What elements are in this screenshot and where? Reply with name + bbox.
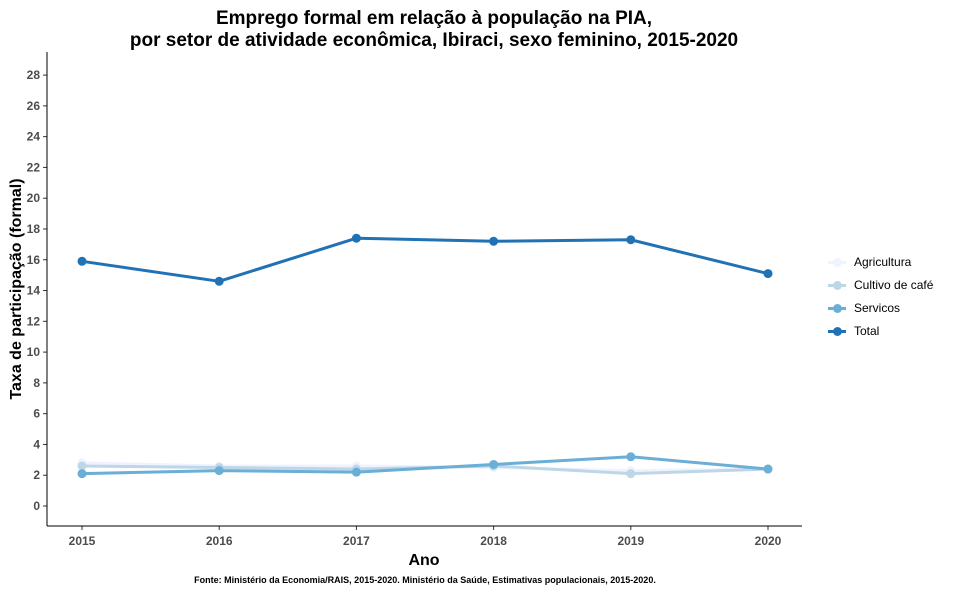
y-tick-label: 2 — [33, 468, 40, 482]
x-tick-label: 2018 — [480, 534, 507, 548]
data-point — [77, 256, 87, 266]
x-tick-label: 2019 — [617, 534, 644, 548]
series-layer — [77, 233, 773, 479]
y-tick-label: 16 — [27, 253, 41, 267]
series-line — [81, 236, 769, 283]
data-point — [489, 459, 499, 469]
source-caption: Fonte: Ministério da Economia/RAIS, 2015… — [194, 575, 656, 585]
legend-key — [826, 277, 848, 293]
series-total — [77, 233, 773, 286]
data-point — [489, 236, 499, 246]
legend-item: Cultivo de café — [826, 273, 933, 296]
x-tick-label: 2016 — [206, 534, 233, 548]
legend-item: Agricultura — [826, 250, 933, 273]
data-point — [77, 461, 87, 471]
legend-item: Servicos — [826, 296, 933, 319]
data-point — [626, 235, 636, 245]
data-point — [626, 452, 636, 462]
data-point — [214, 466, 224, 476]
y-tick-label: 14 — [27, 284, 41, 298]
series-line — [81, 455, 769, 476]
legend-key — [826, 254, 848, 270]
data-point — [351, 467, 361, 477]
legend-key — [826, 323, 848, 339]
legend-item: Total — [826, 319, 933, 342]
y-tick-label: 28 — [27, 68, 41, 82]
data-point — [626, 469, 636, 479]
legend-label: Cultivo de café — [854, 277, 934, 292]
legend: Agricultura Cultivo de café Servicos Total — [826, 250, 933, 342]
data-point — [77, 469, 87, 479]
x-axis-ticks: 2015 2016 2017 2018 2019 2020 — [69, 526, 782, 548]
y-tick-label: 22 — [27, 160, 41, 174]
y-tick-label: 26 — [27, 99, 41, 113]
y-tick-label: 10 — [27, 345, 41, 359]
x-axis-label: Ano — [408, 552, 439, 569]
y-tick-label: 8 — [33, 376, 40, 390]
y-tick-label: 4 — [33, 437, 40, 451]
legend-key — [826, 300, 848, 316]
series-servicos — [77, 452, 773, 479]
legend-label: Agricultura — [854, 254, 912, 269]
data-point — [214, 276, 224, 286]
y-tick-label: 6 — [33, 407, 40, 421]
x-tick-label: 2015 — [69, 534, 96, 548]
y-tick-label: 18 — [27, 222, 41, 236]
y-tick-label: 0 — [33, 499, 40, 513]
y-axis-label: Taxa de participação (formal) — [8, 178, 25, 399]
y-tick-label: 12 — [27, 314, 41, 328]
data-point — [763, 464, 773, 474]
data-point — [763, 269, 773, 279]
legend-label: Servicos — [854, 300, 901, 315]
x-tick-label: 2020 — [755, 534, 782, 548]
x-tick-label: 2017 — [343, 534, 370, 548]
chart-title: Emprego formal em relação à população na… — [215, 8, 653, 29]
y-tick-label: 20 — [27, 191, 41, 205]
legend-label: Total — [854, 323, 880, 338]
y-tick-label: 24 — [27, 130, 41, 144]
chart-subtitle: por setor de atividade econômica, Ibirac… — [129, 30, 739, 51]
data-point — [351, 233, 361, 243]
